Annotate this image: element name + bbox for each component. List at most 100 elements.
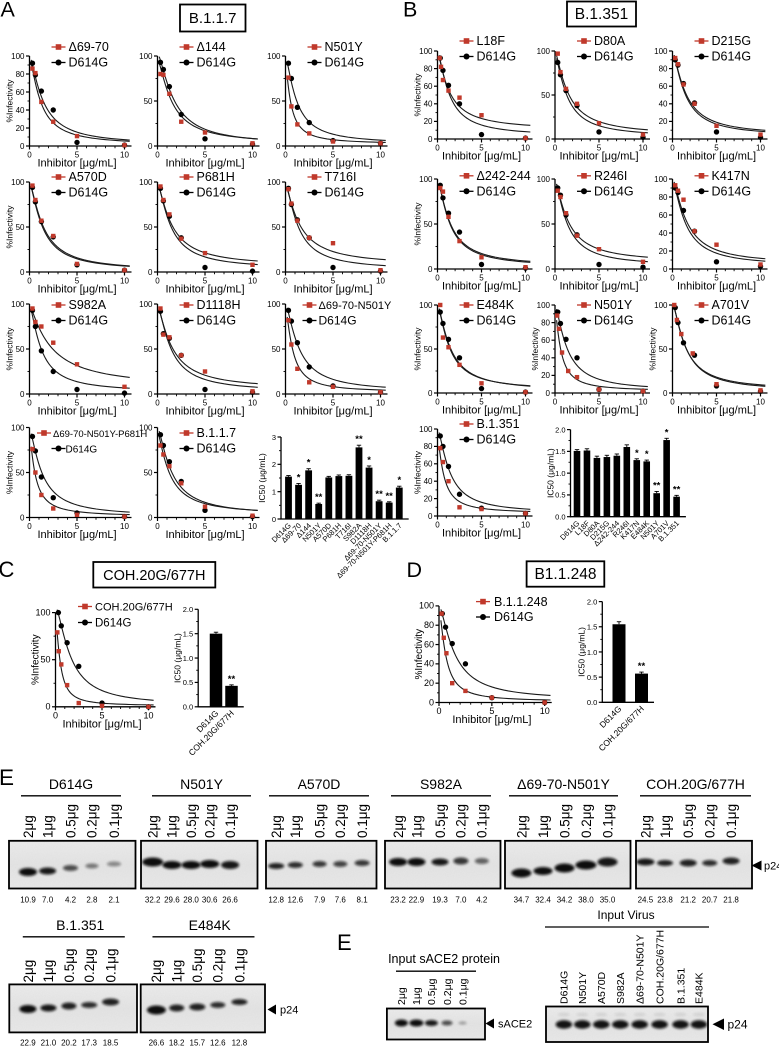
- svg-text:Δ144: Δ144: [197, 40, 226, 54]
- svg-text:D614G: D614G: [197, 314, 237, 328]
- svg-text:0: 0: [45, 702, 50, 712]
- svg-text:10: 10: [248, 277, 257, 286]
- svg-text:B.1.351: B.1.351: [477, 417, 520, 431]
- svg-text:Inhibitor [μg/mL]: Inhibitor [μg/mL]: [559, 151, 638, 163]
- svg-text:5: 5: [75, 522, 80, 531]
- svg-text:23.2: 23.2: [390, 896, 406, 905]
- svg-text:15.7: 15.7: [190, 1039, 206, 1048]
- svg-text:IC50 (μg/mL): IC50 (μg/mL): [172, 633, 182, 683]
- svg-text:0.1μg: 0.1μg: [475, 804, 490, 838]
- svg-text:100: 100: [11, 178, 25, 187]
- svg-text:5: 5: [597, 144, 602, 153]
- svg-text:D614G: D614G: [559, 971, 571, 1004]
- svg-text:IC50 (μg/mL): IC50 (μg/mL): [577, 627, 587, 677]
- svg-text:5: 5: [99, 710, 104, 720]
- svg-text:21.8: 21.8: [723, 896, 739, 905]
- svg-text:50: 50: [424, 220, 433, 229]
- svg-text:0: 0: [27, 277, 32, 286]
- svg-text:23.8: 23.8: [657, 896, 673, 905]
- svg-text:0.2μg: 0.2μg: [85, 804, 100, 838]
- svg-text:D614G: D614G: [95, 618, 131, 630]
- svg-text:Δ69-70-N501Y: Δ69-70-N501Y: [517, 776, 610, 792]
- svg-text:D614G: D614G: [594, 50, 634, 64]
- svg-text:0: 0: [148, 142, 153, 151]
- svg-text:0: 0: [155, 522, 160, 531]
- svg-text:7.9: 7.9: [314, 896, 326, 905]
- svg-text:38.0: 38.0: [578, 896, 594, 905]
- svg-text:2.0: 2.0: [555, 425, 565, 434]
- svg-text:Inhibitor [μg/mL]: Inhibitor [μg/mL]: [452, 714, 531, 726]
- svg-text:1μg: 1μg: [40, 815, 55, 838]
- svg-text:1μg: 1μg: [409, 815, 424, 838]
- svg-text:B.1.1.248: B.1.1.248: [494, 595, 548, 609]
- svg-text:40: 40: [541, 354, 550, 363]
- svg-text:S982A: S982A: [420, 776, 463, 792]
- svg-text:D614G: D614G: [477, 50, 517, 64]
- svg-text:0: 0: [20, 142, 25, 151]
- svg-text:12.6: 12.6: [288, 896, 304, 905]
- svg-text:21.0: 21.0: [41, 1039, 57, 1048]
- svg-text:1.0: 1.0: [555, 469, 565, 478]
- svg-text:Inhibitor [μg/mL]: Inhibitor [μg/mL]: [165, 529, 244, 541]
- svg-text:0.1μg: 0.1μg: [724, 804, 739, 838]
- svg-text:19.3: 19.3: [432, 896, 448, 905]
- svg-text:D614G: D614G: [494, 610, 534, 624]
- svg-text:0: 0: [435, 521, 440, 530]
- svg-text:D614G: D614G: [66, 445, 98, 456]
- svg-text:40: 40: [424, 659, 434, 669]
- svg-text:1μg: 1μg: [536, 815, 551, 838]
- svg-text:Input sACE2 protein: Input sACE2 protein: [388, 952, 500, 966]
- svg-text:0.2μg: 0.2μg: [333, 804, 348, 838]
- svg-text:*: *: [297, 473, 301, 484]
- svg-text:2μg: 2μg: [638, 815, 653, 838]
- svg-text:1μg: 1μg: [170, 960, 185, 983]
- svg-text:0.5μg: 0.5μg: [184, 804, 199, 838]
- svg-text:0.5μg: 0.5μg: [190, 948, 205, 982]
- svg-text:E484K: E484K: [694, 972, 706, 1004]
- svg-text:12.8: 12.8: [232, 1039, 248, 1048]
- svg-text:Inhibitor [μg/mL]: Inhibitor [μg/mL]: [165, 406, 244, 418]
- svg-text:0: 0: [435, 398, 440, 407]
- svg-text:21.2: 21.2: [680, 896, 696, 905]
- svg-text:10: 10: [143, 710, 153, 720]
- svg-text:%Infectivity: %Infectivity: [5, 327, 15, 371]
- svg-text:5: 5: [714, 398, 719, 407]
- svg-text:40: 40: [659, 100, 668, 109]
- svg-text:5: 5: [331, 399, 336, 408]
- svg-text:40: 40: [659, 229, 668, 238]
- svg-text:D614G: D614G: [69, 314, 109, 328]
- svg-text:B.1.351: B.1.351: [56, 917, 104, 933]
- svg-text:5: 5: [75, 277, 80, 286]
- svg-text:p24: p24: [764, 861, 779, 873]
- svg-text:5: 5: [479, 521, 484, 530]
- svg-text:7.0: 7.0: [42, 896, 54, 905]
- svg-text:0.5μg: 0.5μg: [63, 804, 78, 838]
- svg-text:0.2μg: 0.2μg: [203, 804, 218, 838]
- svg-text:0.0: 0.0: [587, 698, 597, 707]
- svg-text:0.1μg: 0.1μg: [107, 804, 122, 838]
- svg-text:0.5μg: 0.5μg: [426, 978, 438, 1005]
- svg-text:80: 80: [424, 442, 433, 451]
- svg-text:5: 5: [714, 144, 719, 153]
- svg-text:12.6: 12.6: [210, 1039, 226, 1048]
- svg-text:%Infectivity: %Infectivity: [413, 73, 423, 117]
- svg-text:E: E: [337, 930, 352, 955]
- svg-text:100: 100: [537, 47, 551, 56]
- svg-text:50: 50: [659, 345, 668, 354]
- svg-text:4.2: 4.2: [476, 896, 488, 905]
- svg-text:0.5μg: 0.5μg: [62, 948, 77, 982]
- svg-text:%Infectivity: %Infectivity: [31, 634, 42, 685]
- svg-text:0: 0: [276, 142, 281, 151]
- svg-text:%Infectivity: %Infectivity: [648, 327, 658, 371]
- svg-text:D614G: D614G: [712, 50, 752, 64]
- svg-text:B.1.351: B.1.351: [675, 968, 687, 1004]
- svg-text:0: 0: [553, 274, 558, 283]
- svg-text:18.5: 18.5: [103, 1039, 119, 1048]
- svg-text:0: 0: [283, 151, 288, 160]
- svg-text:0.5μg: 0.5μg: [681, 804, 696, 838]
- svg-text:0: 0: [27, 399, 32, 408]
- svg-text:**: **: [375, 489, 383, 500]
- svg-text:0.1μg: 0.1μg: [457, 978, 469, 1005]
- svg-text:D614G: D614G: [197, 442, 237, 456]
- svg-text:2.0: 2.0: [183, 605, 193, 614]
